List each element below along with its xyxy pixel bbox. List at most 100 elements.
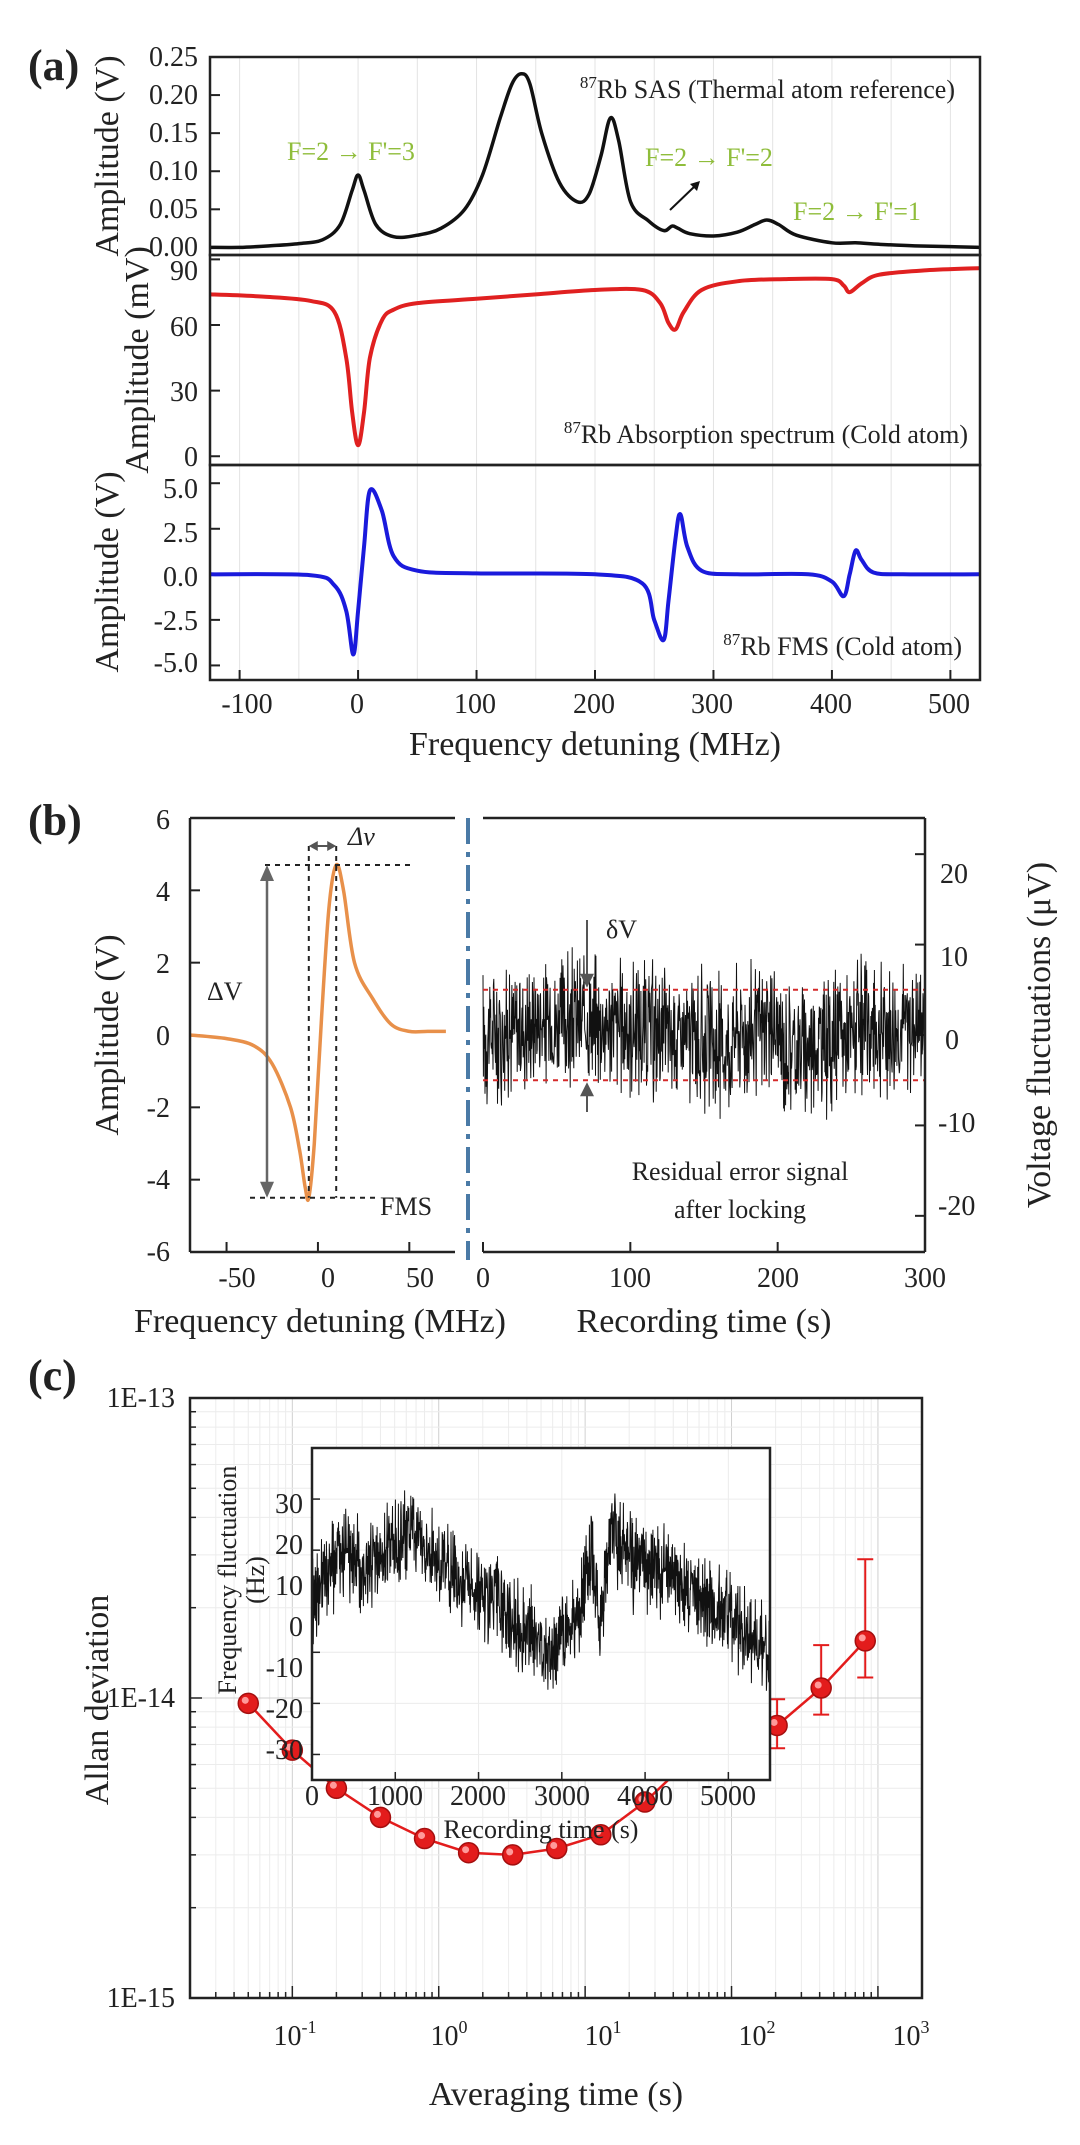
b-right-xtick-label: 100 (609, 1263, 651, 1294)
inset-ylabel: Frequency fluctuation (213, 1466, 242, 1695)
fms-xtick-label: 300 (691, 689, 733, 720)
subplot-fms (209, 482, 981, 680)
panel-a-xlabel: Frequency detuning (MHz) (409, 726, 781, 763)
delta-v-label: ΔV (207, 977, 243, 1006)
fms-xtick-label: 100 (454, 689, 496, 720)
b-right-ytick-label: 10 (940, 942, 968, 973)
panel-label-a: (a) (28, 41, 79, 90)
inset-ytick-label: -10 (266, 1653, 303, 1684)
absorption-annotation: 87Rb Absorption spectrum (Cold atom) (564, 418, 968, 449)
subplot-fms-zoom (189, 817, 446, 1253)
inset-ylabel-unit: (Hz) (241, 1556, 270, 1604)
allan-point-highlight (373, 1810, 381, 1818)
allan-xtick-label: 100 (431, 2017, 468, 2052)
inset-ytick-label: 20 (275, 1530, 303, 1561)
b-right-xlabel: Recording time (s) (577, 1303, 832, 1340)
allan-point (854, 1630, 876, 1652)
transition-label-f3: F=2 → F'=3 (287, 137, 415, 166)
allan-ylabel: Allan deviation (79, 1595, 116, 1806)
inset-xtick-label: 4000 (617, 1781, 673, 1812)
inset-ytick-label: -20 (266, 1694, 303, 1725)
b-right-ylabel: Voltage fluctuations (μV) (1021, 862, 1058, 1208)
transition-label-f1: F=2 → F'=1 (793, 197, 921, 226)
allan-point-highlight (506, 1848, 514, 1856)
b-left-ytick-label: 6 (156, 805, 170, 836)
inset-xtick-label: 2000 (450, 1781, 506, 1812)
inset-background (312, 1448, 770, 1780)
fms-ytick-label: -2.5 (154, 606, 198, 637)
absorption-ytick-label: 90 (170, 256, 198, 287)
inset-xtick-label: 1000 (367, 1781, 423, 1812)
inset-xtick-label: 5000 (700, 1781, 756, 1812)
panel-a: 0.00 0.05 0.10 0.15 0.20 0.25 Amplitude … (89, 42, 982, 763)
fms-xtick-label: 500 (928, 689, 970, 720)
b-left-ytick-label: -6 (147, 1237, 170, 1268)
delta-v-small-arrowhead (580, 1082, 594, 1097)
delta-nu-arrowhead (327, 841, 337, 851)
subplot-residual (482, 853, 926, 1252)
allan-xtick-label: 103 (893, 2017, 930, 2052)
fms-annotation: 87Rb FMS (Cold atom) (723, 630, 962, 661)
b-right-xtick-label: 300 (904, 1263, 946, 1294)
fms-ytick-label: -5.0 (154, 648, 198, 679)
sas-ytick-label: 0.05 (149, 194, 198, 225)
allan-point-highlight (418, 1832, 426, 1840)
allan-point-highlight (594, 1828, 602, 1836)
sas-ytick-label: 0.15 (149, 118, 198, 149)
fms-zoom-label: FMS (380, 1192, 432, 1221)
allan-point-highlight (638, 1795, 646, 1803)
inset-ytick-label: 30 (275, 1489, 303, 1520)
inset-ytick-label: 10 (275, 1571, 303, 1602)
fms-ytick-label: 5.0 (163, 474, 198, 505)
arrow-pointer (669, 181, 700, 211)
delta-nu-arrowhead (308, 841, 318, 851)
allan-point-highlight (329, 1781, 337, 1789)
b-right-ytick-label: 0 (945, 1025, 959, 1056)
fms-xtick-label: 0 (350, 689, 364, 720)
subplot-absorption (209, 258, 981, 458)
b-right-ytick-label: -20 (938, 1191, 975, 1222)
b-left-xtick-label: 50 (406, 1263, 434, 1294)
inset-noise-line (311, 1490, 771, 1691)
b-right-ytick-label: 20 (940, 859, 968, 890)
fms-xtick-label: 200 (573, 689, 615, 720)
series-line (209, 72, 981, 250)
absorption-ylabel: Amplitude (mV) (119, 246, 156, 474)
series-line (209, 266, 981, 448)
allan-point (325, 1777, 348, 1800)
subplot-fms-frame (208, 463, 982, 682)
b-right-xtick-label: 0 (476, 1263, 490, 1294)
b-right-xtick-label: 200 (757, 1263, 799, 1294)
panel-c: 1E-15 1E-14 1E-13 Allan deviation 10-1 1… (79, 1383, 930, 2113)
transition-label-f2: F=2 → F'=2 (645, 143, 773, 172)
delta-v-small-arrowhead (580, 973, 594, 988)
allan-point (237, 1692, 260, 1715)
allan-ytick-label: 1E-15 (107, 1983, 175, 2014)
fms-ylabel: Amplitude (V) (89, 471, 126, 672)
sas-annotation: 87Rb SAS (Thermal atom reference) (580, 73, 955, 104)
allan-xtick-label: 101 (585, 2017, 622, 2052)
allan-point (501, 1844, 524, 1866)
sas-ytick-label: 0.10 (149, 156, 198, 187)
sas-ytick-label: 0.00 (149, 232, 198, 263)
fms-zoom-line (189, 862, 446, 1202)
allan-point-highlight (858, 1634, 866, 1642)
inset-xtick-label: 0 (305, 1781, 319, 1812)
delta-nu-label: Δν (347, 822, 375, 851)
inset-ytick-label: -30 (266, 1735, 303, 1766)
inset-frame (310, 1446, 772, 1782)
sas-ytick-label: 0.25 (149, 42, 198, 73)
fms-ytick-label: 0.0 (163, 562, 198, 593)
b-right-ytick-label: -10 (938, 1108, 975, 1139)
panel-label-c: (c) (28, 1351, 77, 1400)
delta-v-small-label: δV (606, 915, 637, 944)
allan-frame (188, 1396, 924, 2000)
inset-xlabel: Recording time (s) (444, 1815, 639, 1844)
b-left-xtick-label: -50 (218, 1263, 255, 1294)
allan-point (413, 1827, 436, 1850)
allan-point-highlight (770, 1718, 778, 1726)
allan-point (810, 1677, 832, 1699)
b-left-ytick-label: 4 (156, 877, 170, 908)
allan-ytick-label: 1E-13 (107, 1383, 175, 1414)
